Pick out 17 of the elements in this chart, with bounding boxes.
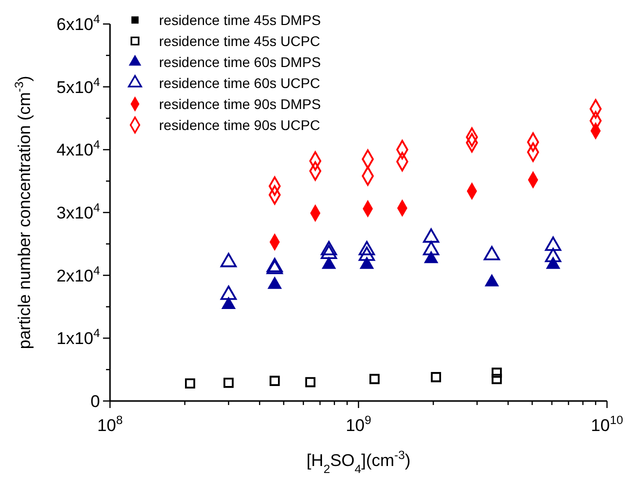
legend-label: residence time 45s DMPS: [159, 12, 321, 28]
y-tick-label: 5x10$^{4}$: [56, 74, 100, 97]
legend-label: residence time 45s UCPC: [159, 33, 320, 49]
legend-label: residence time 90s DMPS: [159, 96, 321, 112]
legend-label: residence time 60s UCPC: [159, 75, 320, 91]
y-tick-label: 0: [90, 392, 100, 411]
x-tick-label: 10$^{8}$: [97, 413, 124, 435]
legend-label: residence time 60s DMPS: [159, 54, 321, 70]
y-tick-label: 2x10$^{4}$: [56, 263, 100, 286]
legend-label: residence time 90s UCPC: [159, 117, 320, 133]
x-tick-label: 10$^{9}$: [346, 413, 372, 435]
x-tick-label: 10$^{10}$: [590, 413, 624, 435]
x-axis-title: [H$_{2}$SO$_{4}$](cm$^{-3}$): [306, 448, 411, 476]
y-tick-label: 3x10$^{4}$: [56, 200, 100, 222]
y-tick-label: 4x10$^{4}$: [56, 138, 100, 160]
y-tick-label: 6x10$^{4}$: [56, 12, 100, 34]
y-tick-label: 1x10$^{4}$: [56, 326, 100, 348]
